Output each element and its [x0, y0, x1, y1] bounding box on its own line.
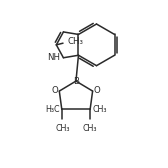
- Text: B: B: [73, 77, 79, 86]
- Text: NH: NH: [47, 53, 60, 62]
- Text: CH₃: CH₃: [68, 37, 84, 46]
- Text: O: O: [93, 86, 100, 95]
- Text: CH₃: CH₃: [82, 124, 97, 133]
- Text: CH₃: CH₃: [93, 105, 107, 114]
- Text: O: O: [52, 86, 58, 95]
- Text: CH₃: CH₃: [55, 124, 70, 133]
- Text: H₃C: H₃C: [45, 105, 59, 114]
